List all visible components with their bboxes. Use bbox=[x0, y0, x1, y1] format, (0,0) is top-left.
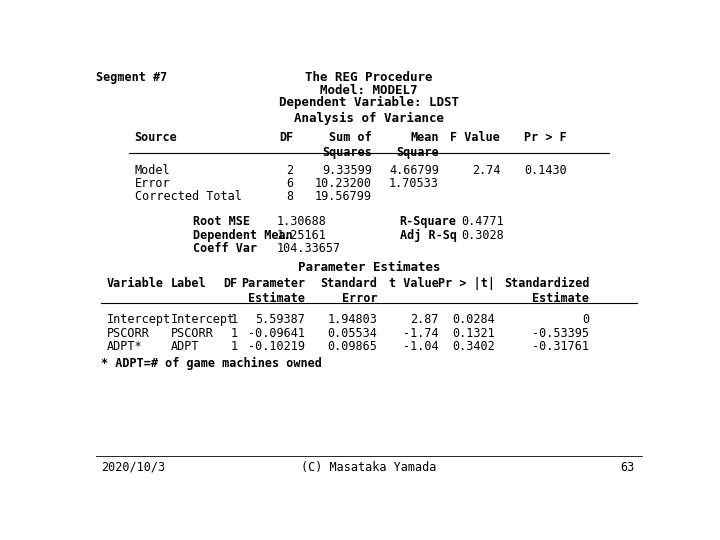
Text: Parameter Estimates: Parameter Estimates bbox=[298, 261, 440, 274]
Text: 0.1321: 0.1321 bbox=[452, 327, 495, 340]
Text: 1: 1 bbox=[230, 327, 238, 340]
Text: * ADPT=# of game machines owned: * ADPT=# of game machines owned bbox=[101, 357, 322, 370]
Text: Source: Source bbox=[135, 131, 177, 144]
Text: 4.66799: 4.66799 bbox=[389, 164, 438, 177]
Text: 2: 2 bbox=[287, 164, 294, 177]
Text: Pr > F: Pr > F bbox=[524, 131, 567, 144]
Text: Analysis of Variance: Analysis of Variance bbox=[294, 112, 444, 125]
Text: Standardized
Estimate: Standardized Estimate bbox=[504, 277, 590, 305]
Text: 6: 6 bbox=[287, 177, 294, 190]
Text: Variable: Variable bbox=[107, 277, 163, 290]
Text: 2.74: 2.74 bbox=[472, 164, 500, 177]
Text: Dependent Mean: Dependent Mean bbox=[193, 228, 293, 241]
Text: Model: Model bbox=[135, 164, 170, 177]
Text: -1.04: -1.04 bbox=[403, 340, 438, 353]
Text: 2020/10/3: 2020/10/3 bbox=[101, 461, 166, 474]
Text: Mean
Square: Mean Square bbox=[396, 131, 438, 159]
Text: Error: Error bbox=[135, 177, 170, 190]
Text: 1: 1 bbox=[230, 313, 238, 327]
Text: 104.33657: 104.33657 bbox=[277, 242, 341, 255]
Text: -0.10219: -0.10219 bbox=[248, 340, 305, 353]
Text: -0.53395: -0.53395 bbox=[532, 327, 590, 340]
Text: ADPT*: ADPT* bbox=[107, 340, 143, 353]
Text: Standard
Error: Standard Error bbox=[320, 277, 377, 305]
Text: 0: 0 bbox=[582, 313, 590, 327]
Text: DF: DF bbox=[279, 131, 294, 144]
Text: R-Square: R-Square bbox=[400, 215, 456, 228]
Text: Segment #7: Segment #7 bbox=[96, 71, 167, 84]
Text: Parameter
Estimate: Parameter Estimate bbox=[240, 277, 305, 305]
Text: -0.09641: -0.09641 bbox=[248, 327, 305, 340]
Text: Dependent Variable: LDST: Dependent Variable: LDST bbox=[279, 97, 459, 110]
Text: 10.23200: 10.23200 bbox=[315, 177, 372, 190]
Text: 1.70533: 1.70533 bbox=[389, 177, 438, 190]
Text: Intercept: Intercept bbox=[107, 313, 171, 327]
Text: Coeff Var: Coeff Var bbox=[193, 242, 257, 255]
Text: 1: 1 bbox=[230, 340, 238, 353]
Text: PSCORR: PSCORR bbox=[171, 327, 214, 340]
Text: 63: 63 bbox=[620, 461, 634, 474]
Text: 0.05534: 0.05534 bbox=[328, 327, 377, 340]
Text: DF: DF bbox=[224, 277, 238, 290]
Text: 0.3028: 0.3028 bbox=[461, 228, 504, 241]
Text: Label: Label bbox=[171, 277, 207, 290]
Text: 0.1430: 0.1430 bbox=[524, 164, 567, 177]
Text: -0.31761: -0.31761 bbox=[532, 340, 590, 353]
Text: t Value: t Value bbox=[389, 277, 438, 290]
Text: 1.25161: 1.25161 bbox=[277, 228, 327, 241]
Text: Intercept: Intercept bbox=[171, 313, 235, 327]
Text: Model: MODEL7: Model: MODEL7 bbox=[320, 84, 418, 97]
Text: 0.09865: 0.09865 bbox=[328, 340, 377, 353]
Text: 1.94803: 1.94803 bbox=[328, 313, 377, 327]
Text: Sum of
Squares: Sum of Squares bbox=[322, 131, 372, 159]
Text: 0.4771: 0.4771 bbox=[461, 215, 504, 228]
Text: 8: 8 bbox=[287, 191, 294, 204]
Text: 0.3402: 0.3402 bbox=[452, 340, 495, 353]
Text: Adj R-Sq: Adj R-Sq bbox=[400, 228, 456, 241]
Text: The REG Procedure: The REG Procedure bbox=[305, 71, 433, 84]
Text: 19.56799: 19.56799 bbox=[315, 191, 372, 204]
Text: 9.33599: 9.33599 bbox=[322, 164, 372, 177]
Text: (C) Masataka Yamada: (C) Masataka Yamada bbox=[301, 461, 437, 474]
Text: Pr > |t|: Pr > |t| bbox=[438, 277, 495, 290]
Text: PSCORR: PSCORR bbox=[107, 327, 150, 340]
Text: 0.0284: 0.0284 bbox=[452, 313, 495, 327]
Text: ADPT: ADPT bbox=[171, 340, 199, 353]
Text: 1.30688: 1.30688 bbox=[277, 215, 327, 228]
Text: Corrected Total: Corrected Total bbox=[135, 191, 241, 204]
Text: F Value: F Value bbox=[450, 131, 500, 144]
Text: 5.59387: 5.59387 bbox=[255, 313, 305, 327]
Text: -1.74: -1.74 bbox=[403, 327, 438, 340]
Text: 2.87: 2.87 bbox=[410, 313, 438, 327]
Text: Root MSE: Root MSE bbox=[193, 215, 251, 228]
